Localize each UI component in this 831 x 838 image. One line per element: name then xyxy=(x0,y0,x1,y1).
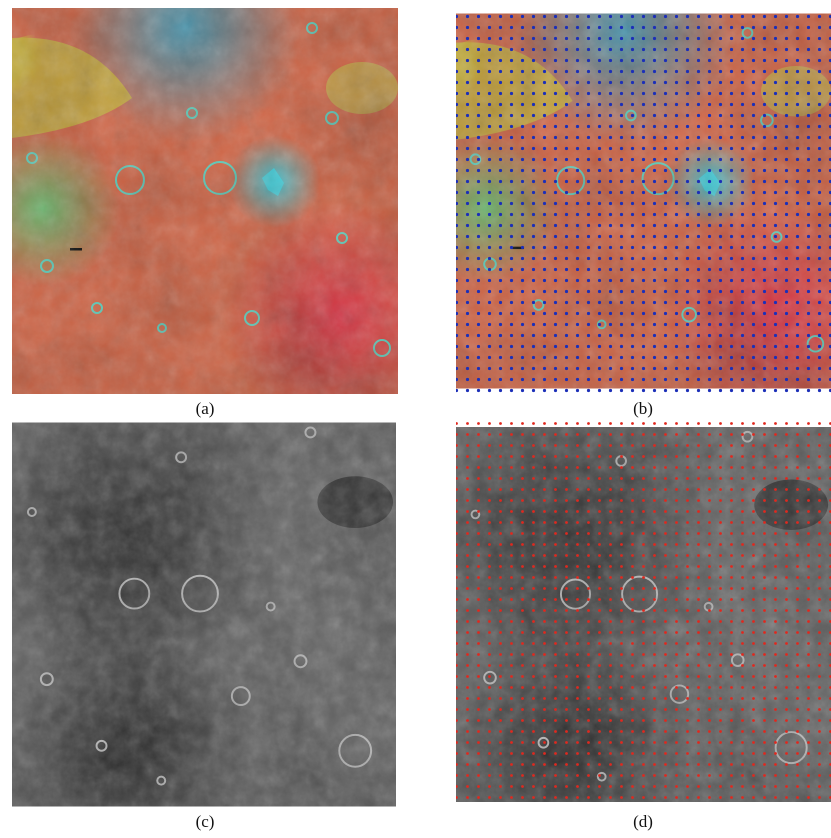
figure: (a) (b) (c) (d) xyxy=(0,0,831,838)
panel-caption: (a) xyxy=(196,399,215,418)
image-panel xyxy=(12,423,396,807)
point-grid-overlay xyxy=(456,8,831,394)
panel-caption: (b) xyxy=(633,399,653,418)
point-grid-overlay xyxy=(456,422,831,807)
panel-caption: (c) xyxy=(196,812,215,831)
image-panel xyxy=(412,8,831,394)
panels xyxy=(0,8,831,807)
image-panel xyxy=(456,422,831,807)
panel-image xyxy=(0,8,398,394)
image-panel xyxy=(0,8,398,394)
panel-image xyxy=(12,423,396,807)
panel-caption: (d) xyxy=(633,812,653,831)
